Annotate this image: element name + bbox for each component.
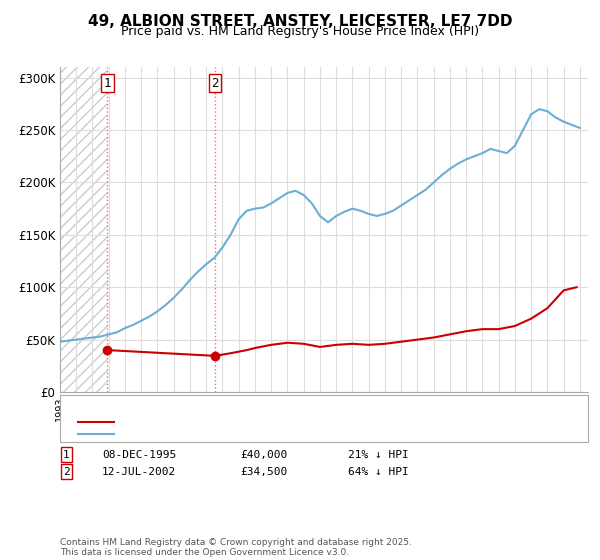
Text: 08-DEC-1995: 08-DEC-1995 <box>102 450 176 460</box>
Text: 21% ↓ HPI: 21% ↓ HPI <box>348 450 409 460</box>
Text: £40,000: £40,000 <box>240 450 287 460</box>
Text: 1: 1 <box>63 450 70 460</box>
Text: Price paid vs. HM Land Registry's House Price Index (HPI): Price paid vs. HM Land Registry's House … <box>121 25 479 38</box>
Text: 2: 2 <box>63 466 70 477</box>
Text: 49, ALBION STREET, ANSTEY, LEICESTER, LE7 7DD (semi-detached house): 49, ALBION STREET, ANSTEY, LEICESTER, LE… <box>120 417 506 427</box>
Text: £34,500: £34,500 <box>240 466 287 477</box>
Text: 2: 2 <box>211 77 218 90</box>
Text: HPI: Average price, semi-detached house, Charnwood: HPI: Average price, semi-detached house,… <box>120 429 401 439</box>
Text: 12-JUL-2002: 12-JUL-2002 <box>102 466 176 477</box>
Text: 1: 1 <box>104 77 111 90</box>
Text: Contains HM Land Registry data © Crown copyright and database right 2025.
This d: Contains HM Land Registry data © Crown c… <box>60 538 412 557</box>
Text: 49, ALBION STREET, ANSTEY, LEICESTER, LE7 7DD: 49, ALBION STREET, ANSTEY, LEICESTER, LE… <box>88 14 512 29</box>
Text: 64% ↓ HPI: 64% ↓ HPI <box>348 466 409 477</box>
